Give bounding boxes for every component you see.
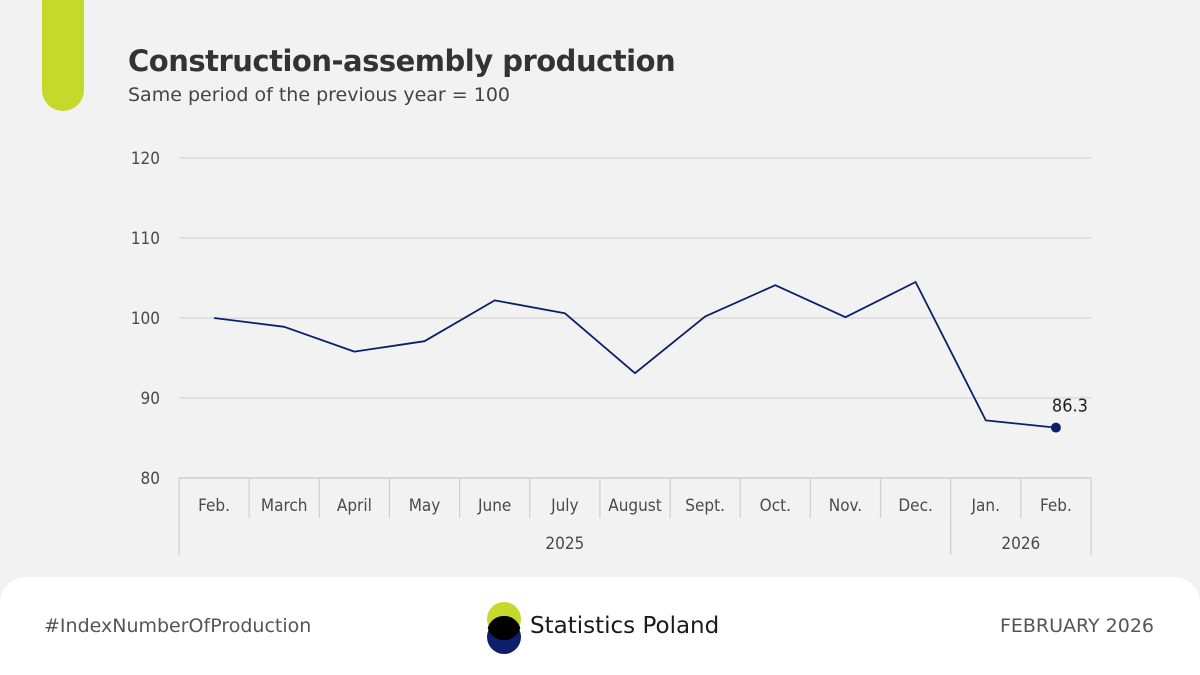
hashtag-label: #IndexNumberOfProduction xyxy=(44,615,312,637)
date-label: FEBRUARY 2026 xyxy=(999,615,1154,637)
x-tick-label: Nov. xyxy=(829,496,862,516)
x-tick-label: April xyxy=(337,496,372,516)
last-point-marker xyxy=(1050,422,1061,433)
accent-tab xyxy=(42,0,84,111)
statistics-poland-logo-icon xyxy=(487,602,521,654)
x-group-label: 2026 xyxy=(1001,534,1040,554)
x-tick-label: Feb. xyxy=(1040,496,1072,516)
gridlines xyxy=(179,157,1091,399)
chart-subtitle: Same period of the previous year = 100 xyxy=(128,84,511,106)
y-tick-label: 90 xyxy=(141,389,160,409)
y-tick-label: 80 xyxy=(141,469,160,489)
x-tick-label: August xyxy=(608,496,662,516)
x-tick-label: July xyxy=(550,496,579,516)
x-tick-label: Oct. xyxy=(760,496,791,516)
x-axis: Feb. March April May June July August Sept. Oct.… xyxy=(178,477,1092,555)
x-tick-label: Sept. xyxy=(685,496,725,516)
x-group-label: 2025 xyxy=(545,534,584,554)
brand-name: Statistics Poland xyxy=(530,613,720,639)
y-tick-label: 110 xyxy=(131,229,160,249)
x-tick-label: June xyxy=(477,496,511,516)
line-chart: 80 90 100 110 120 Feb. March April May June July A… xyxy=(131,149,1092,555)
series-line xyxy=(213,281,1056,429)
chart-title: Construction-assembly production xyxy=(128,44,676,78)
y-tick-label: 120 xyxy=(131,149,160,169)
x-tick-label: May xyxy=(409,496,441,516)
annotation-group: 86.3 xyxy=(1050,396,1088,433)
x-tick-label: Feb. xyxy=(198,496,230,516)
y-axis-ticks: 80 90 100 110 120 xyxy=(131,149,160,489)
y-tick-label: 100 xyxy=(131,309,160,329)
x-tick-label: March xyxy=(261,496,308,516)
x-tick-label: Jan. xyxy=(971,496,1000,516)
data-label: 86.3 xyxy=(1052,396,1088,417)
x-tick-label: Dec. xyxy=(898,496,932,516)
series-line-group xyxy=(213,281,1056,429)
footer: #IndexNumberOfProduction Statistics Pola… xyxy=(0,577,1200,675)
